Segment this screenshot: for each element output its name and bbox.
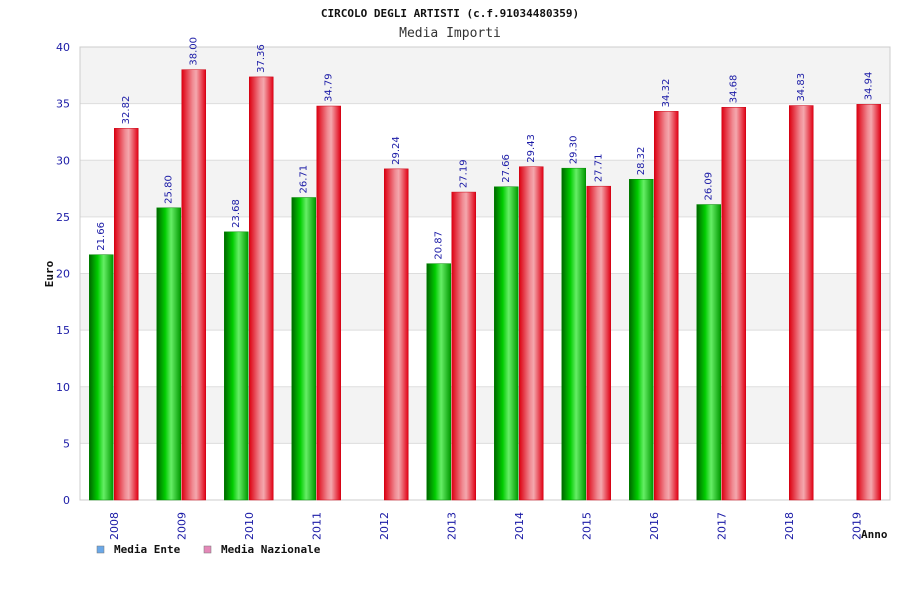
data-label: 29.30 bbox=[569, 136, 580, 165]
grid-band bbox=[80, 103, 890, 161]
y-tick-label: 25 bbox=[56, 211, 70, 224]
grid-band bbox=[80, 160, 890, 217]
data-label: 37.36 bbox=[256, 44, 267, 73]
bar-media-nazionale bbox=[721, 106, 746, 501]
x-tick-label: 2013 bbox=[445, 512, 458, 540]
grid-band bbox=[80, 47, 890, 104]
chart-title: CIRCOLO DEGLI ARTISTI (c.f.91034480359) bbox=[321, 7, 579, 20]
bar-media-nazionale bbox=[451, 191, 476, 501]
data-label: 23.68 bbox=[231, 199, 242, 228]
x-tick-label: 2016 bbox=[648, 512, 661, 540]
bar-media-ente bbox=[89, 254, 114, 501]
y-tick-label: 30 bbox=[56, 154, 70, 167]
bars bbox=[89, 69, 881, 501]
bar-media-nazionale bbox=[114, 128, 139, 501]
data-labels: 21.66 32.82 25.80 38.00 23.68 37.36 26.71 34.79… bbox=[96, 37, 875, 260]
data-label: 29.43 bbox=[526, 134, 537, 163]
chart-subtitle: Media Importi bbox=[399, 26, 501, 41]
data-label: 29.24 bbox=[391, 136, 402, 165]
bar-media-ente bbox=[494, 186, 519, 501]
x-axis-label: Anno bbox=[861, 528, 888, 541]
y-tick-label: 0 bbox=[63, 494, 70, 507]
data-label: 34.79 bbox=[324, 73, 335, 102]
y-axis-ticks: 0 5 10 15 20 25 30 35 40 bbox=[56, 41, 70, 507]
data-label: 34.83 bbox=[796, 73, 807, 102]
x-tick-label: 2015 bbox=[580, 512, 593, 540]
bar-media-nazionale bbox=[789, 105, 814, 501]
y-tick-label: 5 bbox=[63, 437, 70, 450]
grid-band bbox=[80, 386, 890, 444]
data-label: 26.71 bbox=[299, 165, 310, 194]
plot-area-border bbox=[79, 46, 891, 501]
bar-media-nazionale bbox=[316, 105, 341, 501]
bar-media-ente bbox=[696, 204, 721, 501]
y-tick-label: 10 bbox=[56, 381, 70, 394]
x-axis-ticks: 2008 2009 2010 2011 2012 2013 2014 2015 2016 2017… bbox=[108, 512, 864, 540]
bar-media-nazionale bbox=[856, 104, 881, 501]
legend-swatch-media-ente bbox=[96, 545, 105, 554]
x-tick-label: 2012 bbox=[378, 512, 391, 540]
y-tick-label: 40 bbox=[56, 41, 70, 54]
legend: Media Ente Media Nazionale bbox=[96, 543, 321, 556]
y-tick-label: 15 bbox=[56, 324, 70, 337]
bar-media-nazionale bbox=[519, 166, 544, 501]
x-tick-label: 2014 bbox=[513, 512, 526, 540]
data-label: 21.66 bbox=[96, 222, 107, 251]
bar-media-ente bbox=[561, 167, 586, 501]
legend-label-media-nazionale: Media Nazionale bbox=[221, 543, 321, 556]
data-label: 27.19 bbox=[459, 159, 470, 188]
legend-swatch-media-nazionale bbox=[203, 545, 212, 554]
data-label: 27.66 bbox=[501, 154, 512, 183]
data-label: 38.00 bbox=[189, 37, 200, 66]
bar-media-nazionale bbox=[249, 76, 274, 501]
bar-media-ente bbox=[629, 179, 654, 501]
grid-band bbox=[80, 443, 890, 500]
y-tick-label: 35 bbox=[56, 98, 70, 111]
bar-media-ente bbox=[426, 263, 451, 501]
x-tick-label: 2018 bbox=[783, 512, 796, 540]
y-axis-label: Euro bbox=[43, 260, 56, 287]
bar-media-nazionale bbox=[586, 185, 611, 501]
y-tick-label: 20 bbox=[56, 268, 70, 281]
data-label: 34.68 bbox=[729, 75, 740, 104]
x-tick-label: 2017 bbox=[715, 512, 728, 540]
x-tick-label: 2010 bbox=[243, 512, 256, 540]
bar-media-ente bbox=[156, 207, 181, 501]
x-tick-label: 2019 bbox=[850, 512, 863, 540]
grid-band bbox=[80, 216, 890, 274]
x-tick-label: 2009 bbox=[175, 512, 188, 540]
grid-bands bbox=[80, 47, 890, 500]
data-label: 28.32 bbox=[636, 147, 647, 176]
bar-media-ente bbox=[291, 197, 316, 501]
grid-band bbox=[80, 330, 890, 387]
bar-media-nazionale bbox=[384, 168, 409, 501]
x-tick-label: 2008 bbox=[108, 512, 121, 540]
data-label: 32.82 bbox=[121, 96, 132, 125]
data-label: 34.32 bbox=[661, 79, 672, 108]
data-label: 25.80 bbox=[164, 175, 175, 204]
bar-media-ente bbox=[224, 231, 249, 501]
x-tick-label: 2011 bbox=[310, 512, 323, 540]
data-label: 26.09 bbox=[704, 172, 715, 201]
data-label: 27.71 bbox=[594, 154, 605, 183]
bar-media-nazionale bbox=[654, 111, 679, 501]
bar-media-nazionale bbox=[181, 69, 206, 501]
data-label: 34.94 bbox=[864, 72, 875, 101]
grid-band bbox=[80, 273, 890, 331]
legend-label-media-ente: Media Ente bbox=[114, 543, 181, 556]
data-label: 20.87 bbox=[434, 231, 445, 260]
